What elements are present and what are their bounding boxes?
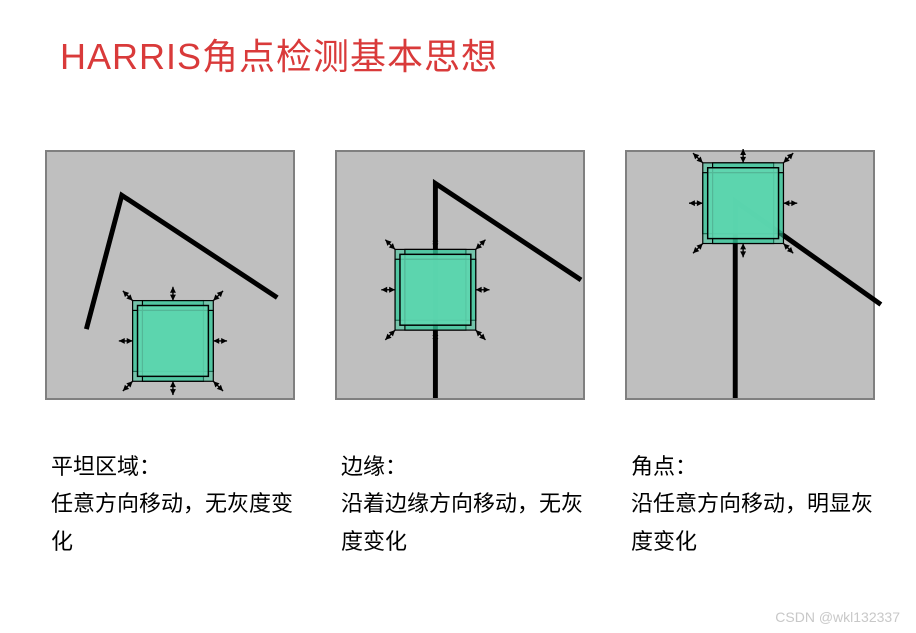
panel-edge-svg [337,152,583,398]
page-title: HARRIS角点检测基本思想 [60,28,498,80]
panel-flat-box [45,150,295,400]
panel-corner-box [625,150,875,400]
detector-window [119,287,227,395]
detector-window [689,149,797,257]
caption-title: 角点： [631,448,875,485]
panel-corner-svg [627,152,873,398]
caption-edge: 边缘： 沿着边缘方向移动，无灰度变化 [335,448,585,560]
caption-corner: 角点： 沿任意方向移动，明显灰度变化 [625,448,875,560]
watermark: CSDN @wkl132337 [775,609,900,625]
caption-text: 任意方向移动，无灰度变化 [51,485,295,560]
panel-corner: 角点： 沿任意方向移动，明显灰度变化 [625,150,875,560]
panel-edge: 边缘： 沿着边缘方向移动，无灰度变化 [335,150,585,560]
detector-window [381,236,489,344]
caption-title: 平坦区域： [51,448,295,485]
caption-text: 沿任意方向移动，明显灰度变化 [631,485,875,560]
panel-row: 平坦区域： 任意方向移动，无灰度变化 边缘： 沿着边缘方向移动，无灰度变化 [45,150,875,560]
caption-flat: 平坦区域： 任意方向移动，无灰度变化 [45,448,295,560]
caption-title: 边缘： [341,448,585,485]
caption-text: 沿着边缘方向移动，无灰度变化 [341,485,585,560]
panel-edge-box [335,150,585,400]
panel-flat: 平坦区域： 任意方向移动，无灰度变化 [45,150,295,560]
panel-flat-svg [47,152,293,398]
